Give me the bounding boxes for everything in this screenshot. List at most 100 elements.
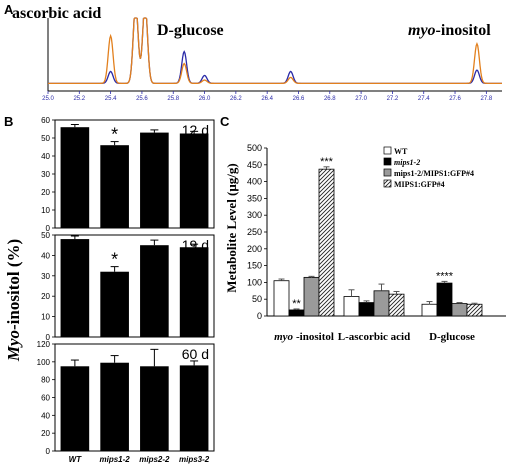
y-tick-label: 10 <box>41 313 50 322</box>
bar-wt <box>421 303 438 317</box>
bar-mips3-2 <box>179 133 209 228</box>
y-tick-label: 400 <box>247 177 262 187</box>
legend-swatch <box>383 146 392 155</box>
y-tick-label: 0 <box>46 224 51 233</box>
y-tick-label: 450 <box>247 160 262 170</box>
bar-wt <box>273 280 290 317</box>
significance-mark: * <box>111 125 118 145</box>
y-tick-label: 150 <box>247 261 262 271</box>
chromatogram-x-tick-label: 27.8 <box>481 96 493 102</box>
panel-label-c: C <box>220 114 230 129</box>
panel-b-ylabel-myo: Myo <box>4 330 23 362</box>
subplot-age-label: 12 d <box>182 122 209 138</box>
y-tick-label: 50 <box>41 134 50 143</box>
y-tick-label: 30 <box>41 170 50 179</box>
peak-label-myo-inositol: myo-inositol <box>408 22 491 39</box>
group-label: D-glucose <box>429 331 475 343</box>
legend-label: mips1-2 <box>394 158 420 167</box>
bar-mips1-2 <box>358 302 375 317</box>
group-label: L-ascorbic acid <box>338 331 410 343</box>
myo-inositol-panel: Myo-inositol (%) 0 10 20 30 40 50 60 * 12 d 0 10 2… <box>4 116 215 464</box>
peak-label-ascorbic-acid: ascorbic acid <box>12 5 101 22</box>
panel-label-a: A <box>4 2 14 17</box>
y-tick-label: 40 <box>41 152 50 161</box>
group-label-text: D-glucose <box>429 331 475 343</box>
peak-label-inositol: -inositol <box>436 22 492 39</box>
y-tick-label: 0 <box>257 311 262 321</box>
chromatogram-x-tick-label: 27.4 <box>418 96 430 102</box>
y-tick-label: 60 <box>41 394 50 403</box>
y-tick-label: 120 <box>37 340 51 349</box>
category-label: mips2-2 <box>139 455 170 464</box>
legend-label: WT <box>394 147 408 156</box>
legend-swatch <box>383 157 392 166</box>
y-tick-label: 80 <box>41 376 50 385</box>
panel-b-ylabel: Myo-inositol (%) <box>4 239 23 362</box>
y-tick-label: 100 <box>37 358 51 367</box>
chromatogram-x-tick-label: 26.0 <box>199 96 211 102</box>
chromatogram-x-tick-label: 27.2 <box>387 96 399 102</box>
group-label-prefix: myo <box>274 331 293 343</box>
bar-WT <box>60 366 90 451</box>
metabolite-panel: Metabolite Level (μg/g) 0 50 100 150 200 250 3… <box>224 143 506 343</box>
bar-overexpression <box>388 293 405 317</box>
bar-mips2-2 <box>140 245 169 337</box>
legend-swatch <box>383 168 392 177</box>
category-label: mips1-2 <box>100 455 131 464</box>
bar-mips1-2 <box>288 309 305 317</box>
bar-overexpression <box>466 303 483 317</box>
y-tick-label: 0 <box>46 333 51 342</box>
bar-mips2-2 <box>140 132 169 228</box>
group-label: myo -inositol <box>274 331 334 343</box>
category-label: mips3-2 <box>179 455 210 464</box>
significance-mark: **** <box>436 270 454 282</box>
y-tick-label: 30 <box>41 272 50 281</box>
panel-label-b: B <box>4 114 13 129</box>
chromatogram-x-tick-label: 25.2 <box>73 96 85 102</box>
significance-mark: *** <box>320 156 334 168</box>
bar-mips3-2 <box>179 365 209 451</box>
bar-complemented <box>451 303 468 317</box>
bar-mips2-2 <box>140 366 169 451</box>
y-tick-label: 0 <box>46 447 51 456</box>
bar-complemented <box>373 290 390 317</box>
chromatogram-x-tick-label: 26.6 <box>293 96 305 102</box>
chromatogram-x-tick-label: 25.4 <box>105 96 117 102</box>
chromatogram-x-tick-label: 25.8 <box>167 96 179 102</box>
chromatogram-x-tick-label: 26.8 <box>324 96 336 102</box>
bar-WT <box>60 127 90 228</box>
y-tick-label: 40 <box>41 251 50 260</box>
y-tick-label: 10 <box>41 206 50 215</box>
y-tick-label: 20 <box>41 188 50 197</box>
y-tick-label: 500 <box>247 143 262 153</box>
category-label: WT <box>69 455 83 464</box>
subplot-frame <box>54 234 215 338</box>
chromatogram-x-tick-label: 26.4 <box>261 96 273 102</box>
bar-WT <box>60 239 90 337</box>
chromatogram-x-tick-label: 26.2 <box>230 96 242 102</box>
legend-label: mips1-2/MIPS1:GFP#4 <box>394 169 474 178</box>
bar-wt <box>343 296 360 317</box>
bar-overexpression <box>318 168 335 317</box>
y-tick-label: 60 <box>41 116 50 125</box>
bar-mips1-2 <box>100 145 129 228</box>
y-tick-label: 350 <box>247 193 262 203</box>
y-tick-label: 20 <box>41 429 50 438</box>
y-tick-label: 250 <box>247 227 262 237</box>
significance-mark: ** <box>292 298 301 310</box>
y-tick-label: 300 <box>247 210 262 220</box>
bar-mips3-2 <box>179 247 209 337</box>
chromatogram-x-tick-label: 27.0 <box>355 96 367 102</box>
y-tick-label: 40 <box>41 411 50 420</box>
significance-mark: * <box>111 250 118 270</box>
bar-mips1-2 <box>436 282 453 317</box>
bar-mips1-2 <box>100 271 129 337</box>
y-tick-label: 20 <box>41 292 50 301</box>
panel-c-ylabel: Metabolite Level (μg/g) <box>224 163 239 292</box>
chromatogram-x-tick-label: 25.0 <box>42 96 54 102</box>
peak-label-d-glucose: D-glucose <box>157 22 224 39</box>
group-label-text: L-ascorbic acid <box>338 331 410 343</box>
chromatogram-x-tick-label: 27.6 <box>449 96 461 102</box>
chromatogram-trace-orange <box>48 17 502 84</box>
